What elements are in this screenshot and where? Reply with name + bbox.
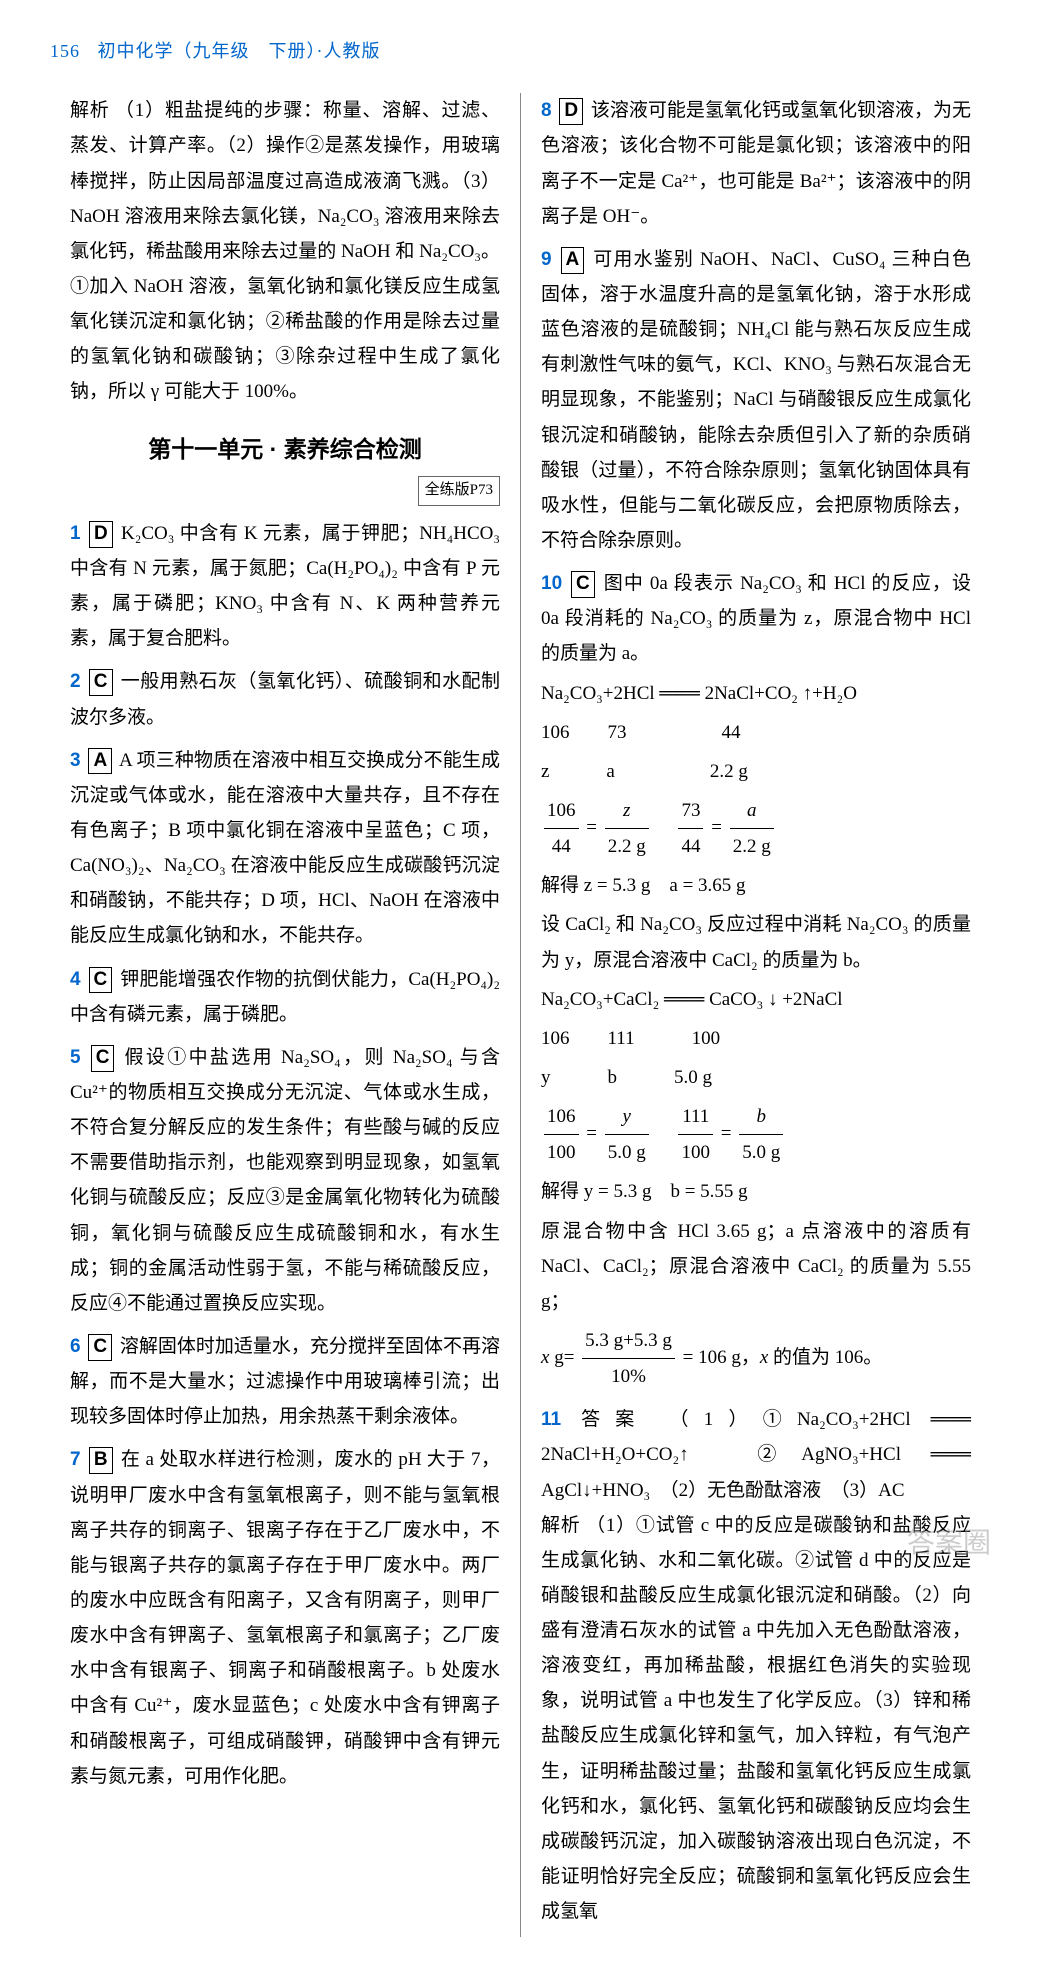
answer-box: A xyxy=(88,748,112,775)
item-number: 7 xyxy=(70,1449,81,1470)
item-number: 5 xyxy=(70,1047,81,1068)
item-text: 可用水鉴别 NaOH、NaCl、CuSO₄ 三种白色固体，溶于水温度升高的是氢氧… xyxy=(541,249,971,551)
equation-row: 106 111 100 xyxy=(541,1021,971,1056)
fraction-row-2: 106100 = y5.0 g 111100 = b5.0 g xyxy=(541,1099,971,1170)
answer-box: C xyxy=(89,669,113,696)
answer-box: C xyxy=(89,967,113,994)
page-number: 156 xyxy=(50,41,80,61)
item-3: 3 A A 项三种物质在溶液中相互交换成分不能生成沉淀或气体或水，能在溶液中大量… xyxy=(70,743,500,954)
answer-box: C xyxy=(88,1334,112,1361)
eq-left: 106 111 xyxy=(541,1028,635,1049)
item-text: 一般用熟石灰（氢氧化钙）、硫酸铜和水配制波尔多液。 xyxy=(70,671,500,727)
eq-right: 100 xyxy=(692,1028,721,1049)
eq-right: 2.2 g xyxy=(710,761,748,782)
page-reference: 全练版P73 xyxy=(418,476,500,506)
item-number: 4 xyxy=(70,969,81,990)
item-8: 8 D 该溶液可能是氢氧化钙或氢氧化钡溶液，为无色溶液；该化合物不可能是氯化钡；… xyxy=(541,93,971,234)
page-header: 156 初中化学（九年级 下册）·人教版 xyxy=(50,35,991,68)
item-number: 6 xyxy=(70,1336,81,1357)
item-5: 5 C 假设①中盐选用 Na₂SO₄，则 Na₂SO₄ 与含 Cu²⁺的物质相互… xyxy=(70,1040,500,1321)
eq-right: 44 xyxy=(722,722,741,743)
solve-2: 解得 y = 5.3 g b = 5.55 g xyxy=(541,1174,971,1209)
final-calc: x g= 5.3 g+5.3 g10% = 106 g，x 的值为 106。 xyxy=(541,1323,971,1394)
item-text: A 项三种物质在溶液中相互交换成分不能生成沉淀或气体或水，能在溶液中大量共存，且… xyxy=(70,750,500,947)
item-text: 钾肥能增强农作物的抗倒伏能力，Ca(H₂PO₄)₂ 中含有磷元素，属于磷肥。 xyxy=(70,969,500,1025)
analysis-text: （1）粗盐提纯的步骤：称量、溶解、过滤、蒸发、计算产率。（2）操作②是蒸发操作，… xyxy=(70,100,500,402)
item-number: 2 xyxy=(70,671,81,692)
equation-1: Na₂CO₃+2HCl ═══ 2NaCl+CO₂ ↑+H₂O xyxy=(541,676,971,711)
eq-left: 106 73 xyxy=(541,722,627,743)
item-text: 假设①中盐选用 Na₂SO₄，则 Na₂SO₄ 与含 Cu²⁺的物质相互交换成分… xyxy=(70,1047,500,1314)
eq-left: z a xyxy=(541,761,615,782)
item-mid: 设 CaCl₂ 和 Na₂CO₃ 反应过程中消耗 Na₂CO₃ 的质量为 y，原… xyxy=(541,907,971,977)
answer-box: C xyxy=(91,1045,115,1072)
item-text: 溶解固体时加适量水，充分搅拌至固体不再溶解，而不是大量水；过滤操作中用玻璃棒引流… xyxy=(70,1336,500,1427)
analysis-label: 解析 xyxy=(541,1515,581,1536)
item-9: 9 A 可用水鉴别 NaOH、NaCl、CuSO₄ 三种白色固体，溶于水温度升高… xyxy=(541,242,971,558)
item-4: 4 C 钾肥能增强农作物的抗倒伏能力，Ca(H₂PO₄)₂ 中含有磷元素，属于磷… xyxy=(70,962,500,1032)
eq-left: y b xyxy=(541,1067,617,1088)
answer-box: D xyxy=(559,98,583,125)
item-number: 10 xyxy=(541,573,562,594)
equation-row: 106 73 44 xyxy=(541,715,971,750)
item-7: 7 B 在 a 处取水样进行检测，废水的 pH 大于 7，说明甲厂废水中含有氢氧… xyxy=(70,1442,500,1793)
answer-box: A xyxy=(561,247,585,274)
item-text: K₂CO₃ 中含有 K 元素，属于钾肥；NH₄HCO₃ 中含有 N 元素，属于氮… xyxy=(70,523,500,649)
item-end: 原混合物中含 HCl 3.65 g；a 点溶液中的溶质有 NaCl、CaCl₂；… xyxy=(541,1214,971,1319)
analysis-text: （1）①试管 c 中的反应是碳酸钠和盐酸反应生成氯化钠、水和二氧化碳。②试管 d… xyxy=(541,1515,971,1923)
answer-box: B xyxy=(89,1447,113,1474)
equation-4: Na₂CO₃+CaCl₂ ═══ CaCO₃ ↓ +2NaCl xyxy=(541,982,971,1017)
item-number: 3 xyxy=(70,750,81,771)
item-text: 该溶液可能是氢氧化钙或氢氧化钡溶液，为无色溶液；该化合物不可能是氯化钡；该溶液中… xyxy=(541,100,971,226)
item-intro: 图中 0a 段表示 Na₂CO₃ 和 HCl 的反应，设 0a 段消耗的 Na₂… xyxy=(541,573,971,664)
item-6: 6 C 溶解固体时加适量水，充分搅拌至固体不再溶解，而不是大量水；过滤操作中用玻… xyxy=(70,1329,500,1434)
item-1: 1 D K₂CO₃ 中含有 K 元素，属于钾肥；NH₄HCO₃ 中含有 N 元素… xyxy=(70,516,500,657)
content-area: 解析 （1）粗盐提纯的步骤：称量、溶解、过滤、蒸发、计算产率。（2）操作②是蒸发… xyxy=(50,93,991,1937)
item-number: 9 xyxy=(541,249,552,270)
left-column: 解析 （1）粗盐提纯的步骤：称量、溶解、过滤、蒸发、计算产率。（2）操作②是蒸发… xyxy=(50,93,521,1937)
item-number: 8 xyxy=(541,100,552,121)
answer-box: D xyxy=(89,521,113,548)
solve-1: 解得 z = 5.3 g a = 3.65 g xyxy=(541,868,971,903)
answer-box: C xyxy=(571,571,595,598)
equation-row: z a 2.2 g xyxy=(541,754,971,789)
section-title: 第十一单元 · 素养综合检测 xyxy=(70,428,500,471)
watermark: 答案圈 xyxy=(907,1518,991,1570)
fraction-row: 10644 = z2.2 g 7344 = a2.2 g xyxy=(541,793,971,864)
item-number: 11 xyxy=(541,1409,561,1430)
item-number: 1 xyxy=(70,523,81,544)
answer-label: 答案 xyxy=(581,1409,649,1430)
item-10: 10 C 图中 0a 段表示 Na₂CO₃ 和 HCl 的反应，设 0a 段消耗… xyxy=(541,566,971,1394)
equation-row: y b 5.0 g xyxy=(541,1060,971,1095)
analysis-intro: 解析 （1）粗盐提纯的步骤：称量、溶解、过滤、蒸发、计算产率。（2）操作②是蒸发… xyxy=(70,93,500,409)
analysis-label: 解析 xyxy=(70,100,110,121)
page-title: 初中化学（九年级 下册）·人教版 xyxy=(98,41,381,61)
item-text: 在 a 处取水样进行检测，废水的 pH 大于 7，说明甲厂废水中含有氢氧根离子，… xyxy=(70,1449,500,1786)
eq-right: 5.0 g xyxy=(674,1067,712,1088)
item-11: 11 答案 （1）①Na₂CO₃+2HCl ═══ 2NaCl+H₂O+CO₂↑… xyxy=(541,1402,971,1929)
item-2: 2 C 一般用熟石灰（氢氧化钙）、硫酸铜和水配制波尔多液。 xyxy=(70,664,500,734)
right-column: 8 D 该溶液可能是氢氧化钙或氢氧化钡溶液，为无色溶液；该化合物不可能是氯化钡；… xyxy=(521,93,991,1937)
